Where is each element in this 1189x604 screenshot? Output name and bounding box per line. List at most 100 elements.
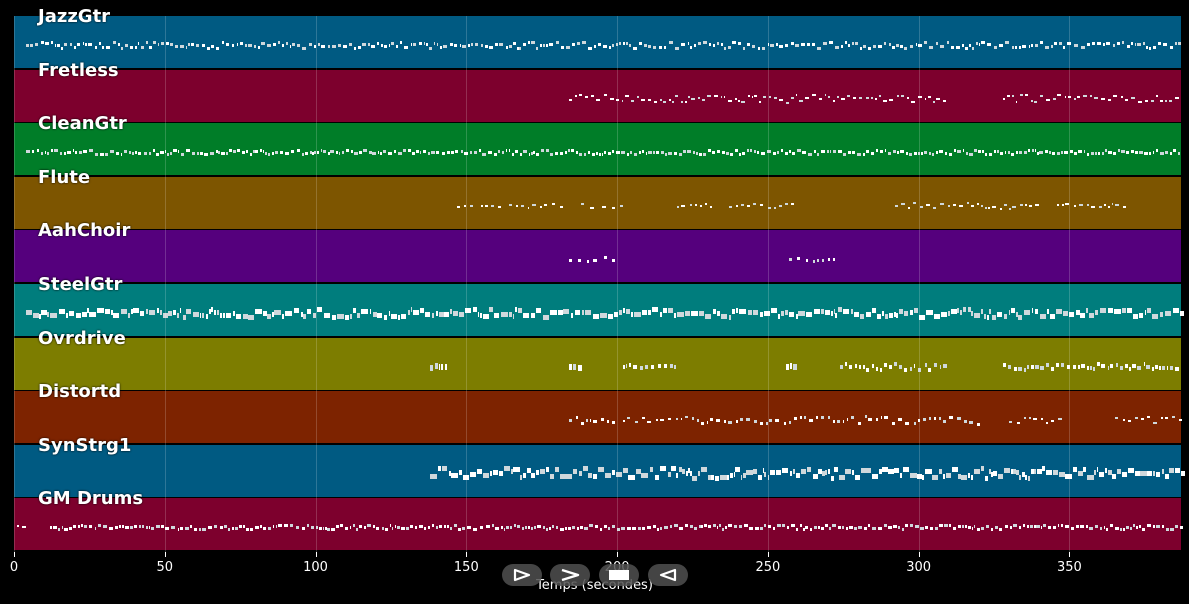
- midi-note: [339, 523, 344, 527]
- midi-note: [1158, 41, 1162, 45]
- midi-note: [1106, 527, 1109, 531]
- midi-note: [572, 469, 578, 475]
- midi-note: [998, 43, 1003, 47]
- midi-note: [458, 311, 465, 317]
- play-button[interactable]: [502, 564, 542, 586]
- midi-note: [46, 151, 50, 155]
- stop-button[interactable]: [599, 564, 639, 586]
- midi-note: [468, 43, 471, 47]
- midi-note: [862, 152, 865, 156]
- midi-note: [245, 149, 249, 153]
- midi-note: [127, 312, 130, 318]
- midi-note: [1064, 524, 1069, 528]
- midi-note: [625, 94, 629, 97]
- midi-note: [427, 525, 431, 529]
- midi-note: [512, 313, 515, 319]
- midi-note: [900, 44, 903, 48]
- midi-note: [389, 523, 392, 527]
- midi-note: [1024, 475, 1028, 481]
- midi-note: [589, 418, 592, 422]
- midi-note: [530, 526, 534, 530]
- midi-note: [432, 523, 435, 527]
- midi-note: [363, 525, 366, 529]
- midi-note: [592, 313, 599, 319]
- midi-note: [738, 41, 741, 45]
- midi-note: [407, 309, 411, 315]
- midi-note: [670, 363, 673, 368]
- midi-note: [993, 45, 997, 49]
- midi-note: [1177, 41, 1182, 45]
- midi-note: [571, 525, 576, 529]
- midi-note: [1141, 527, 1146, 531]
- midi-note: [98, 41, 101, 45]
- grid-line: [1069, 16, 1071, 552]
- midi-note: [1012, 94, 1015, 97]
- rewind-button[interactable]: [648, 564, 688, 586]
- midi-note: [441, 363, 444, 370]
- midi-note: [974, 312, 981, 318]
- midi-note: [1152, 313, 1158, 319]
- midi-note: [717, 41, 720, 45]
- midi-note: [1098, 151, 1101, 155]
- track-lane: SynStrg1: [14, 435, 1185, 497]
- midi-note: [924, 97, 927, 100]
- midi-note: [999, 527, 1003, 531]
- midi-note: [350, 149, 354, 153]
- midi-note: [237, 148, 241, 152]
- midi-note: [599, 152, 601, 156]
- midi-note: [1036, 524, 1040, 528]
- midi-note: [180, 152, 185, 156]
- midi-note: [439, 45, 442, 49]
- midi-note: [633, 46, 637, 50]
- midi-note: [824, 93, 827, 96]
- midi-note: [31, 149, 35, 153]
- midi-note: [435, 525, 439, 529]
- midi-note: [63, 151, 67, 155]
- midi-note: [613, 311, 619, 317]
- midi-note: [639, 365, 643, 370]
- midi-note: [896, 43, 899, 47]
- midi-note: [371, 44, 376, 48]
- midi-note: [33, 312, 39, 318]
- midi-note: [506, 525, 509, 529]
- midi-note: [956, 45, 960, 49]
- grid-line: [14, 16, 15, 552]
- midi-note: [893, 468, 899, 474]
- midi-note: [1088, 312, 1094, 318]
- midi-note: [1028, 417, 1031, 420]
- midi-note: [679, 526, 683, 530]
- midi-note: [707, 94, 711, 97]
- midi-note: [1121, 472, 1128, 478]
- midi-note: [1024, 367, 1026, 372]
- midi-note: [134, 45, 137, 49]
- midi-note: [45, 41, 49, 45]
- midi-note: [103, 524, 107, 528]
- midi-note: [888, 469, 894, 475]
- midi-note: [338, 151, 341, 155]
- midi-note: [76, 312, 81, 318]
- midi-note: [1039, 150, 1043, 154]
- midi-note: [438, 311, 444, 317]
- midi-note: [156, 524, 160, 528]
- midi-note: [791, 523, 795, 527]
- midi-note: [616, 98, 619, 101]
- midi-note: [481, 204, 483, 207]
- midi-note: [888, 42, 891, 46]
- midi-note: [441, 466, 448, 472]
- midi-note: [1073, 97, 1076, 100]
- midi-note: [263, 526, 266, 530]
- midi-note: [647, 44, 651, 48]
- midi-note: [160, 150, 164, 154]
- midi-note: [651, 306, 659, 312]
- midi-note: [525, 525, 527, 529]
- midi-note: [943, 99, 947, 102]
- midi-note: [505, 148, 508, 152]
- midi-note: [478, 148, 481, 152]
- midi-note: [531, 151, 533, 155]
- midi-note: [784, 43, 789, 47]
- midi-note: [316, 306, 323, 312]
- forward-button[interactable]: [550, 564, 590, 586]
- midi-note: [629, 150, 633, 154]
- midi-note: [1130, 149, 1134, 153]
- midi-note: [1055, 308, 1062, 314]
